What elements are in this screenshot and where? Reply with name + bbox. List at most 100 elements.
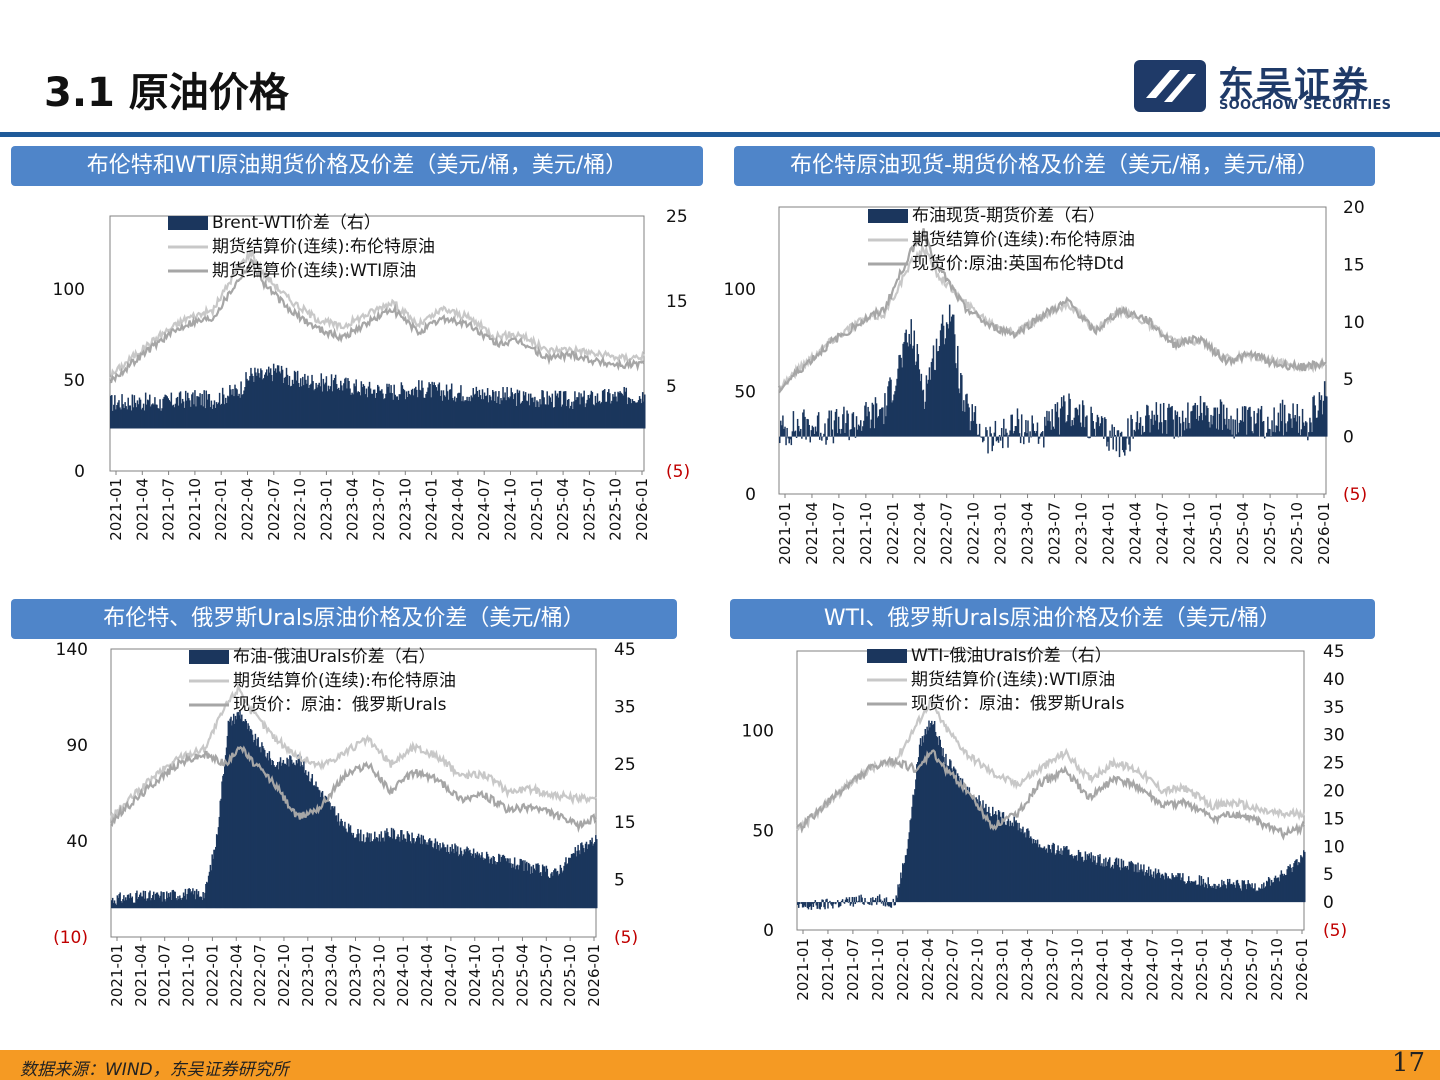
spread-bar: [263, 750, 266, 909]
spread-bar: [390, 385, 392, 429]
spread-bar: [798, 431, 801, 437]
spread-bar: [1221, 879, 1223, 903]
spread-bar: [477, 396, 480, 429]
spread-bar: [127, 397, 129, 429]
spread-bar: [781, 425, 783, 437]
y-right-tick-label: 0: [1323, 893, 1334, 913]
spread-bar: [199, 896, 202, 909]
spread-bar: [1245, 889, 1247, 903]
spread-bar: [1276, 425, 1279, 437]
spread-bar: [1306, 422, 1308, 437]
spread-bar: [212, 404, 215, 429]
spread-bar: [1128, 436, 1130, 445]
spread-bar: [110, 395, 112, 429]
spread-bar: [1303, 850, 1305, 903]
spread-bar: [258, 373, 260, 429]
spread-bar: [984, 807, 986, 903]
spread-bar: [1323, 381, 1326, 437]
spread-bar: [944, 763, 946, 903]
spread-bar: [913, 795, 915, 903]
spread-bar: [326, 391, 329, 429]
spread-bar: [954, 363, 957, 437]
spread-bar: [1122, 860, 1125, 903]
spread-bar: [1071, 420, 1073, 437]
spread-bar: [989, 813, 991, 903]
x-tick-label: 2022-10: [291, 478, 309, 541]
spread-bar: [215, 402, 218, 429]
spread-bar: [598, 400, 601, 429]
spread-bar: [1069, 398, 1071, 437]
spread-bar: [574, 847, 577, 909]
spread-bar: [638, 396, 641, 429]
spread-bar: [380, 831, 383, 909]
spread-bar: [281, 762, 284, 909]
spread-bar: [1137, 429, 1140, 437]
spread-bar: [1110, 866, 1113, 903]
spread-bar: [1166, 433, 1168, 437]
x-tick-label: 2021-07: [844, 938, 862, 1001]
spread-bar: [1031, 843, 1034, 903]
spread-bar: [332, 808, 335, 909]
spread-bar: [439, 843, 441, 909]
spread-bar: [588, 844, 591, 909]
spread-bar: [471, 397, 473, 429]
spread-bar: [125, 900, 128, 909]
spread-bar: [788, 436, 790, 444]
spread-bar: [332, 806, 334, 909]
spread-bar: [786, 427, 788, 437]
x-tick-label: 2025-04: [1218, 938, 1236, 1001]
spread-bar: [198, 897, 201, 909]
spread-bar: [1162, 402, 1165, 437]
spread-bar: [1154, 868, 1157, 903]
spread-bar: [1267, 416, 1269, 437]
spread-bar: [1231, 884, 1234, 903]
spread-bar: [1015, 426, 1018, 437]
spread-bar: [135, 893, 137, 909]
y-left-tick-label: 100: [53, 280, 85, 300]
spread-bar: [251, 373, 253, 429]
spread-bar: [118, 893, 120, 909]
spread-bar: [349, 388, 351, 429]
spread-bar: [279, 757, 282, 909]
spread-bar: [237, 395, 239, 429]
y-right-tick-label: 35: [614, 698, 636, 718]
spread-bar: [156, 892, 159, 909]
spread-bar: [1093, 428, 1096, 437]
spread-bar: [149, 394, 151, 429]
spread-bar: [414, 843, 416, 909]
spread-bar: [1050, 852, 1052, 903]
y-right-tick-label: 40: [1323, 670, 1345, 690]
spread-bar: [885, 897, 888, 903]
spread-bar: [471, 855, 473, 909]
spread-bar: [1296, 404, 1299, 437]
spread-bar: [1025, 837, 1027, 903]
spread-bar: [601, 390, 604, 429]
spread-bar: [1263, 436, 1266, 439]
spread-bar: [591, 837, 593, 909]
spread-bar: [1292, 403, 1294, 437]
spread-bar: [1158, 422, 1161, 437]
spread-bar: [156, 404, 158, 429]
spread-bar: [1041, 848, 1044, 903]
spread-bar: [1159, 403, 1162, 437]
spread-bar: [632, 401, 635, 429]
spread-bar: [1223, 881, 1225, 903]
spread-bar: [820, 432, 822, 437]
spread-bar: [1098, 426, 1101, 437]
spread-bar: [320, 373, 323, 429]
spread-bar: [345, 828, 347, 909]
spread-bar: [241, 395, 243, 429]
spread-bar: [1028, 436, 1030, 443]
spread-bar: [1140, 864, 1142, 903]
spread-bar: [369, 841, 371, 909]
spread-bar: [203, 898, 205, 909]
spread-bar: [928, 367, 931, 437]
spread-bar: [435, 387, 438, 429]
spread-bar: [575, 856, 577, 909]
spread-bar: [979, 436, 982, 438]
spread-bar: [565, 857, 567, 909]
spread-bar: [1028, 830, 1030, 903]
spread-bar: [1222, 404, 1225, 437]
spread-bar: [1078, 852, 1081, 903]
spread-bar: [640, 403, 643, 429]
